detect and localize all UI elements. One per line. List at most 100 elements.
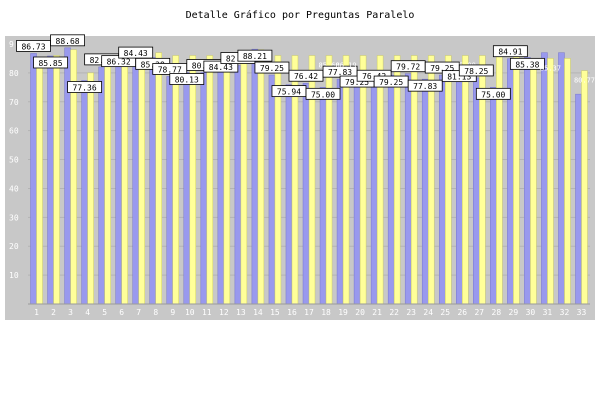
data-label-value: 85.37 (540, 64, 561, 72)
x-axis-ticks: 1 2 3 4 5 6 7 8 9 10 11 12 13 14 15 16 17 18 19 20 21 22 23 24 2… (34, 308, 586, 317)
bar-series-a (217, 59, 225, 305)
x-tick-label: 1 (34, 308, 39, 317)
x-tick-label: 17 (304, 308, 314, 317)
data-label-value: 88.21 (243, 52, 267, 61)
x-tick-label: 15 (270, 308, 280, 317)
bar-series-a (302, 82, 310, 305)
x-tick-label: 21 (372, 308, 382, 317)
x-tick-label: 33 (577, 308, 587, 317)
x-tick-label: 30 (526, 308, 536, 317)
bar-series-a (149, 57, 156, 305)
data-label-frame (237, 49, 273, 62)
bar-series-a (81, 80, 88, 305)
y-axis-ticks: 10 20 30 40 50 60 70 80 9 (9, 40, 19, 280)
bar-series-a (404, 73, 412, 305)
x-tick-label: 9 (170, 308, 175, 317)
bar-series-a (268, 74, 276, 305)
data-label-value: 77.36 (73, 84, 97, 93)
x-tick-label: 4 (85, 308, 90, 317)
data-label-value: 78.77 (158, 65, 182, 74)
data-label-box: 77.36 (67, 81, 103, 93)
bar-series-b (410, 55, 418, 305)
data-label-box: 80.13 (169, 73, 205, 85)
data-label-value: 75.00 (311, 90, 335, 99)
x-tick-label: 3 (68, 308, 73, 317)
x-tick-label: 31 (543, 308, 553, 317)
x-tick-label: 24 (423, 308, 433, 317)
bar-series-b (206, 55, 214, 305)
data-label-box: 84.91 (492, 45, 528, 58)
data-label-frame (407, 79, 443, 92)
data-label-box: 75.00 (305, 87, 341, 100)
bar-series-a (166, 76, 174, 305)
bar-series-b (359, 55, 367, 305)
bar-series-b (581, 70, 588, 305)
data-label-box: 88.21 (237, 49, 273, 62)
bar-series-b (462, 55, 469, 305)
bar-series-b (547, 58, 554, 305)
bar-series-a (98, 66, 105, 305)
data-label-box: 75.94 (271, 85, 307, 98)
data-label-box: 78.25 (458, 64, 494, 77)
data-label-box: 84.43 (118, 46, 154, 59)
data-label-box: 78.77 (152, 63, 188, 75)
y-tick-label: 40 (9, 184, 19, 193)
data-label-value: 84.43 (124, 49, 148, 58)
bar-series-a (387, 74, 395, 305)
y-tick-label: 50 (9, 156, 19, 165)
x-tick-label: 13 (236, 308, 246, 317)
bar-series-a (251, 48, 259, 305)
data-label-box: 77.83 (407, 79, 443, 92)
bar-series-a (285, 84, 293, 305)
bar-series-a (30, 53, 37, 305)
bar-series-a (234, 65, 242, 305)
chart-title: Detalle Gráfico por Preguntas Paralelo (185, 10, 415, 21)
bar-series-a (524, 57, 531, 305)
data-label-frame (67, 81, 103, 93)
data-label-box: 85.38 (509, 57, 545, 70)
data-label-box: 76.42 (288, 69, 324, 82)
x-tick-label: 27 (474, 308, 484, 317)
y-tick-label: 9 (9, 40, 14, 49)
data-label-value: 80.77 (574, 77, 595, 85)
data-label-value: 81.13 (447, 73, 471, 82)
data-label-box: 85.85 (33, 56, 68, 69)
data-label-value: 86.32 (107, 58, 131, 67)
bar-series-a (421, 78, 429, 305)
bar-series-a (558, 52, 565, 305)
x-tick-label: 2 (51, 308, 56, 317)
data-label-value: 79.25 (345, 78, 369, 87)
bar-series-b (444, 55, 452, 305)
bar-series-b (240, 58, 248, 305)
bar-series-b (87, 72, 94, 305)
data-label-frame (492, 45, 528, 58)
data-label-box: 79.25 (254, 61, 290, 74)
data-label-value: 80.13 (175, 76, 199, 85)
bar-series-b (53, 55, 60, 305)
x-tick-label: 7 (136, 308, 141, 317)
bar-series-a (353, 74, 361, 305)
data-label-frame (305, 87, 341, 100)
bar-series-a (183, 72, 191, 305)
data-label-frame (50, 34, 85, 47)
x-tick-label: 29 (509, 308, 519, 317)
y-tick-label: 60 (9, 127, 19, 136)
bar-series-b (530, 61, 537, 305)
bar-series-a (336, 78, 344, 305)
x-tick-label: 5 (102, 308, 107, 317)
data-label-value: 85.38 (515, 60, 539, 69)
data-label-value: 77.83 (328, 68, 352, 77)
x-tick-label: 23 (406, 308, 416, 317)
x-tick-label: 8 (153, 308, 158, 317)
bar-series-a (438, 74, 446, 305)
data-label-frame (254, 61, 290, 74)
data-label-value: 79.72 (396, 63, 420, 72)
bar-series-b (427, 55, 435, 305)
data-label-box: 79.25 (373, 75, 409, 88)
y-tick-label: 10 (9, 271, 19, 280)
bar-series-a (456, 69, 463, 305)
x-tick-label: 22 (389, 308, 399, 317)
bar-series-a (115, 54, 122, 305)
x-tick-label: 20 (355, 308, 365, 317)
bar-series-b (513, 55, 520, 305)
